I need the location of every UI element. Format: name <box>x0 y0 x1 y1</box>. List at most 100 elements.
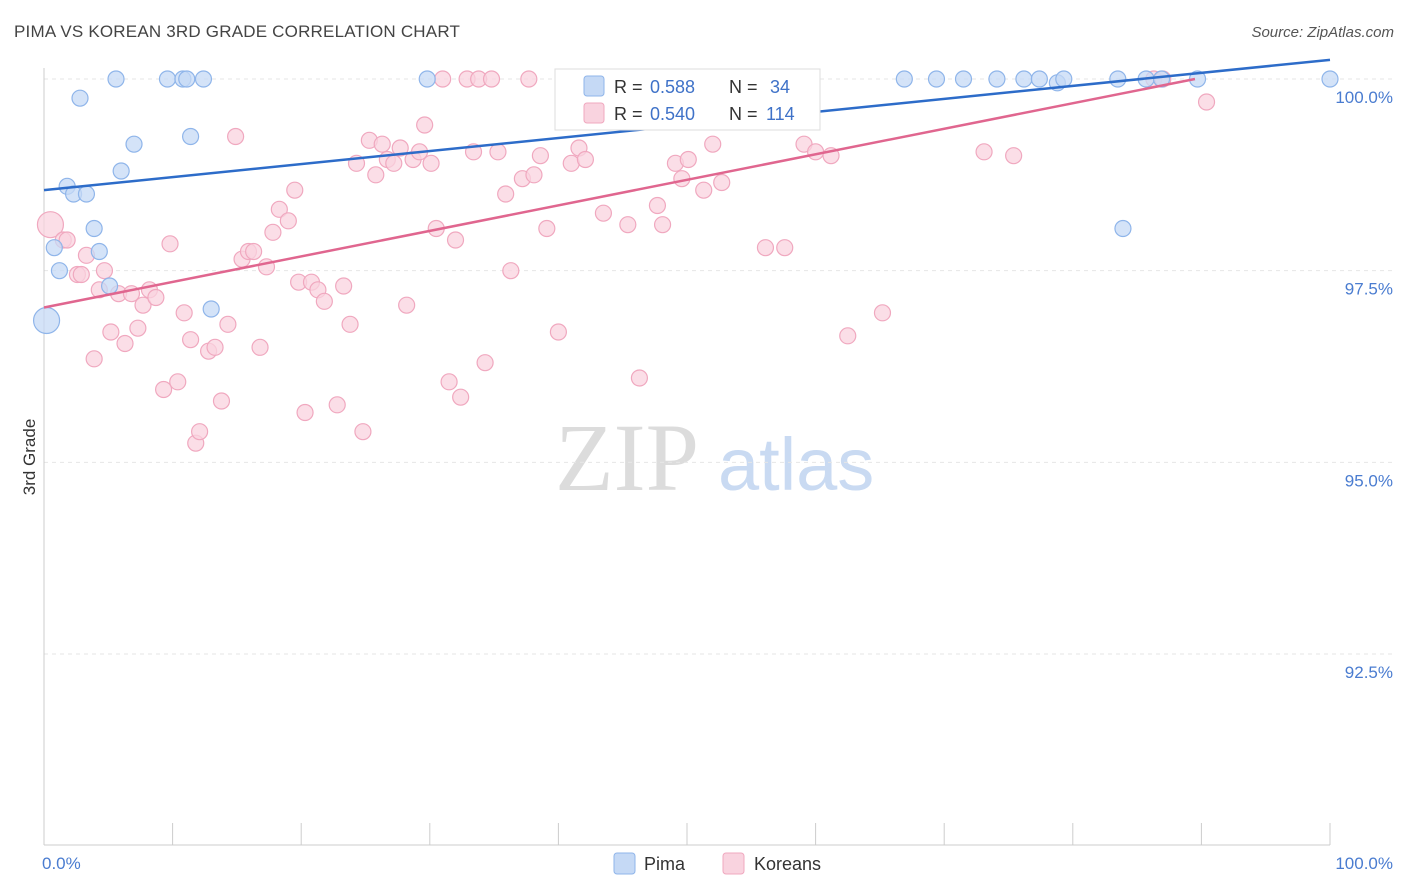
pima-point <box>90 242 108 261</box>
pima-point <box>158 70 177 88</box>
koreans-point <box>95 262 114 280</box>
koreans-point <box>1197 93 1216 111</box>
koreans-point <box>538 219 556 238</box>
koreans-point <box>296 403 314 422</box>
koreans-point <box>416 116 434 134</box>
koreans-point <box>191 423 209 441</box>
stats-legend-n-value-koreans: 114 <box>766 104 795 124</box>
pima-point <box>100 277 119 295</box>
gridlines <box>44 78 1392 655</box>
pima-point <box>1321 70 1339 88</box>
source-credit: Source: ZipAtlas.com <box>1251 24 1394 41</box>
pima-point <box>182 127 200 146</box>
koreans-point <box>102 323 120 341</box>
stats-legend-r-label-pima: R = <box>614 77 643 97</box>
x-tick-label-min: 0.0% <box>42 854 81 873</box>
stats-legend-swatch-koreans <box>583 102 605 124</box>
koreans-point <box>619 216 637 234</box>
koreans-point <box>704 135 722 153</box>
koreans-point <box>85 350 103 368</box>
pima-point <box>112 162 130 180</box>
pima-point <box>1030 70 1048 88</box>
koreans-point <box>341 315 359 333</box>
koreans-point <box>520 70 538 88</box>
koreans-point <box>531 147 549 165</box>
koreans-point <box>452 388 470 406</box>
koreans-point <box>630 369 649 387</box>
pima-point <box>418 70 436 88</box>
koreans-point <box>116 334 134 353</box>
koreans-point <box>679 150 697 169</box>
y-tick-label: 92.5% <box>1345 663 1393 682</box>
koreans-point <box>594 204 613 222</box>
pima-point <box>45 239 63 257</box>
watermark-atlas: atlas <box>718 423 874 506</box>
x-tick-label-max: 100.0% <box>1335 854 1393 873</box>
koreans-point <box>385 154 403 172</box>
koreans-point <box>219 315 237 333</box>
koreans-point <box>839 327 857 345</box>
y-tick-label: 100.0% <box>1335 88 1393 107</box>
koreans-point <box>147 288 165 307</box>
y-tick-labels: 100.0% 97.5% 95.0% 92.5% <box>1335 88 1393 682</box>
y-tick-label: 97.5% <box>1345 280 1393 299</box>
pima-point <box>1114 219 1132 238</box>
y-axis-label: 3rd Grade <box>20 419 39 496</box>
koreans-point <box>373 135 391 153</box>
koreans-point <box>315 292 333 310</box>
koreans-point <box>576 150 595 169</box>
pima-point <box>178 70 196 88</box>
koreans-point <box>154 380 173 399</box>
koreans-point <box>549 323 568 341</box>
koreans-point <box>251 338 269 356</box>
koreans-point <box>286 181 304 199</box>
koreans-point <box>58 231 76 249</box>
koreans-point <box>367 166 385 184</box>
koreans-point <box>161 235 179 253</box>
koreans-point <box>182 331 200 349</box>
koreans-point <box>36 211 65 239</box>
koreans-point <box>129 319 147 337</box>
bottom-legend-swatch-pima <box>613 852 636 875</box>
koreans-point <box>354 423 372 441</box>
koreans-point <box>270 200 288 218</box>
koreans-point <box>482 70 501 88</box>
koreans-point <box>502 262 520 280</box>
stats-legend-swatch-pima <box>583 75 605 97</box>
stats-legend-r-value-koreans: 0.540 <box>650 104 695 124</box>
stats-legend-n-label-koreans: N = <box>729 104 758 124</box>
chart-title: PIMA VS KOREAN 3RD GRADE CORRELATION CHA… <box>14 22 461 41</box>
pima-point <box>125 135 143 153</box>
pima-point <box>1109 70 1127 88</box>
pima-point <box>202 300 220 318</box>
pima-point <box>988 70 1006 88</box>
bottom-legend-label-koreans: Koreans <box>754 854 821 874</box>
watermark-zip: ZIP <box>555 404 699 511</box>
koreans-point <box>756 239 775 257</box>
pima-point <box>1015 70 1033 88</box>
koreans-point <box>212 392 231 410</box>
koreans-point <box>806 143 825 161</box>
pima-point <box>71 89 89 107</box>
koreans-point <box>335 277 353 295</box>
bottom-legend: Pima Koreans <box>613 852 821 875</box>
pima-point <box>895 70 913 88</box>
x-tick-marks <box>43 823 1331 845</box>
pima-point <box>1152 70 1171 88</box>
koreans-point <box>391 139 409 157</box>
stats-legend: R = 0.588 N = 34 R = 0.540 N = 114 <box>554 68 821 131</box>
koreans-point <box>873 304 892 322</box>
koreans-point <box>328 396 346 414</box>
pima-point <box>32 306 61 335</box>
bottom-legend-label-pima: Pima <box>644 854 686 874</box>
koreans-point <box>653 216 672 234</box>
y-tick-label: 95.0% <box>1345 471 1393 490</box>
koreans-point <box>975 143 993 161</box>
koreans-point <box>695 181 713 199</box>
koreans-point <box>476 354 494 372</box>
stats-legend-r-value-pima: 0.588 <box>650 77 695 97</box>
pima-points <box>32 70 1339 335</box>
stats-legend-n-value-pima: 34 <box>770 77 790 97</box>
koreans-point <box>440 373 458 391</box>
